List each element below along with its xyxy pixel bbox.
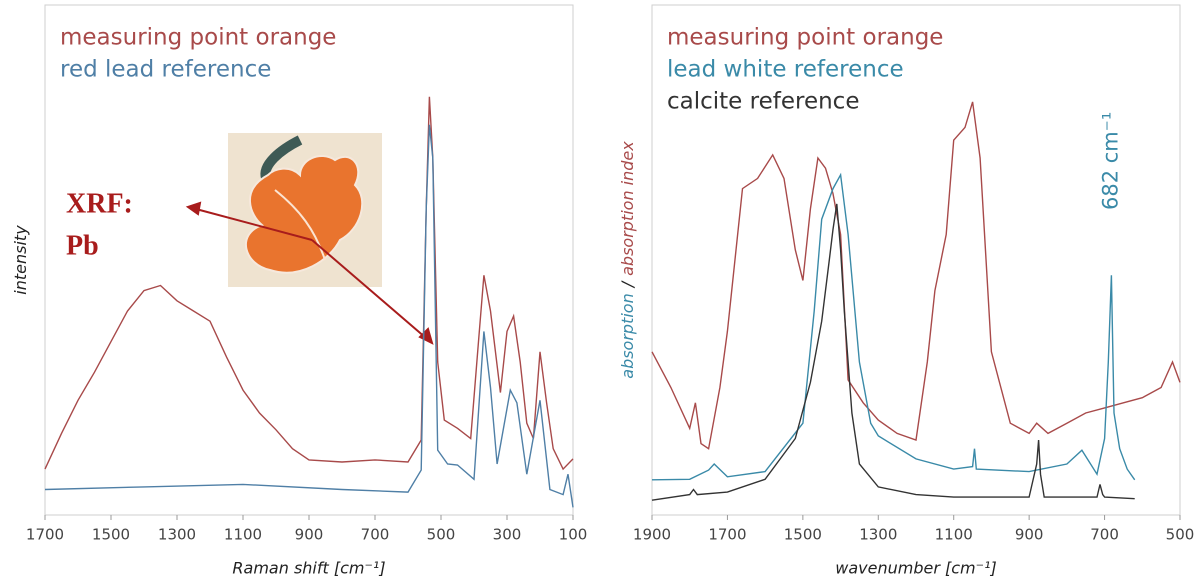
- x-tick-label: 500: [427, 526, 456, 544]
- spectrum-line: [44, 124, 574, 508]
- x-tick-label: 1700: [26, 526, 64, 544]
- legend-entry: measuring point orange: [667, 25, 943, 51]
- legend-entry: measuring point orange: [60, 25, 336, 51]
- annotation: XRF:: [66, 188, 133, 219]
- x-tick-label: 300: [493, 526, 522, 544]
- y-axis-label: absorption / absorption index: [618, 141, 637, 379]
- y-axis-label-part: /: [618, 280, 637, 289]
- x-axis-label: Raman shift [cm⁻¹]: [232, 559, 385, 578]
- x-tick-label: 700: [1090, 526, 1119, 544]
- plot-frame: [651, 4, 1181, 516]
- x-tick-label: 900: [295, 526, 324, 544]
- inset-image: [228, 133, 382, 287]
- spectrum-line: [651, 203, 1135, 501]
- spectrum-line: [651, 172, 1136, 481]
- x-tick-label: 1500: [92, 526, 130, 544]
- x-tick-label: 1100: [224, 526, 262, 544]
- legend-entry: calcite reference: [667, 89, 859, 115]
- y-axis-label-part: absorption index: [618, 141, 637, 276]
- x-tick-label: 500: [1166, 526, 1195, 544]
- y-axis-label-part: absorption: [618, 293, 637, 378]
- annotation: 682 cm⁻¹: [1098, 112, 1122, 210]
- legend-entry: red lead reference: [60, 57, 271, 83]
- spectrum-line: [651, 101, 1181, 450]
- x-tick-label: 1500: [784, 526, 822, 544]
- y-axis-label-part: intensity: [11, 225, 30, 295]
- y-axis-label: intensity: [11, 225, 30, 295]
- x-tick-label: 700: [361, 526, 390, 544]
- legend-entry: lead white reference: [667, 57, 904, 83]
- x-tick-label: 1100: [935, 526, 973, 544]
- x-tick-label: 900: [1015, 526, 1044, 544]
- x-tick-label: 1300: [158, 526, 196, 544]
- annotation: Pb: [66, 230, 99, 261]
- x-axis-label: wavenumber [cm⁻¹]: [835, 559, 996, 578]
- x-tick-label: 1300: [859, 526, 897, 544]
- x-tick-label: 100: [559, 526, 588, 544]
- x-tick-label: 1900: [633, 526, 671, 544]
- x-tick-label: 1700: [708, 526, 746, 544]
